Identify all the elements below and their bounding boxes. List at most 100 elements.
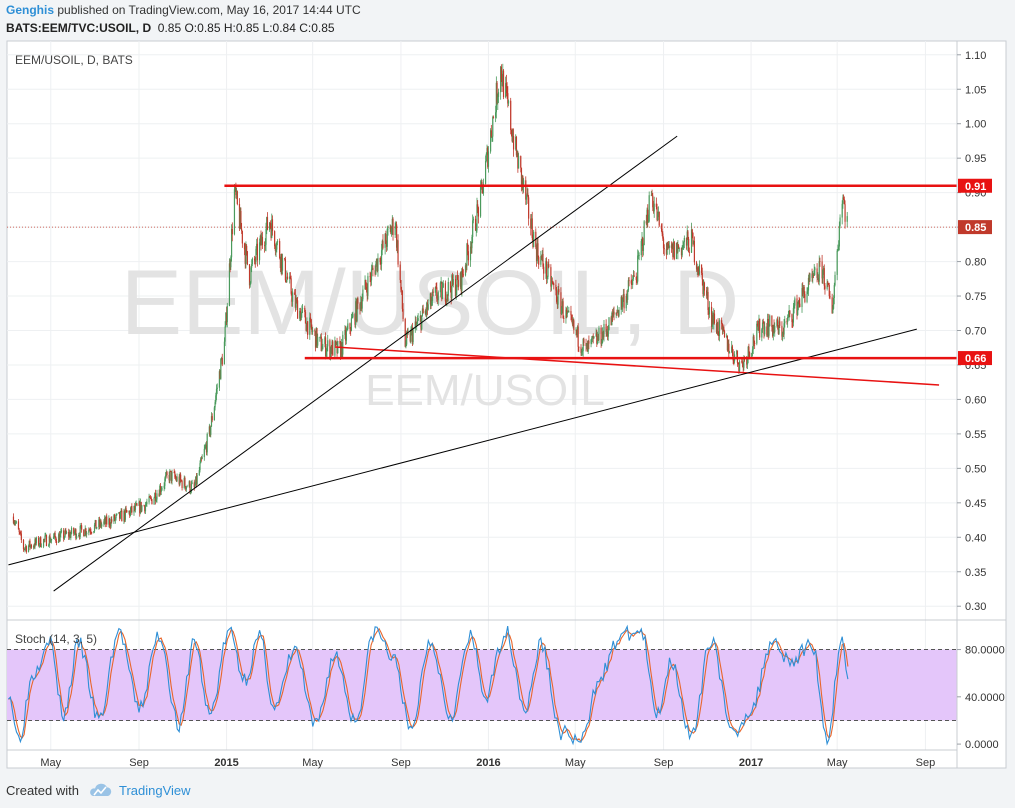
candle-body: [733, 360, 735, 362]
candle-body: [32, 546, 35, 548]
candle-body: [713, 313, 715, 324]
candle-body: [230, 257, 232, 268]
author-name[interactable]: Genghis: [6, 3, 55, 17]
candle-body: [91, 532, 93, 534]
candle-body: [541, 253, 543, 259]
candle-body: [728, 343, 730, 354]
candle-body: [738, 363, 740, 372]
candle-body: [316, 328, 318, 346]
candle-body: [573, 320, 575, 331]
candle-body: [153, 498, 155, 505]
candle-body: [364, 279, 366, 290]
candle-body: [118, 511, 120, 514]
candle-body: [309, 317, 311, 336]
candle-body: [63, 536, 66, 539]
candle-body: [280, 254, 282, 269]
candle-body: [713, 313, 716, 324]
candle-body: [521, 176, 523, 186]
candle-body: [290, 278, 292, 294]
candle-body: [15, 522, 17, 524]
candle-body: [777, 319, 779, 327]
candle-body: [632, 275, 634, 280]
candle-body: [341, 342, 343, 355]
candle-body: [159, 485, 162, 492]
candle-body: [296, 299, 298, 301]
candle-body: [792, 321, 794, 323]
candle-body: [405, 344, 407, 347]
candle-body: [827, 282, 829, 284]
candle-body: [586, 343, 588, 346]
candle-body: [346, 329, 348, 331]
candle-body: [542, 253, 544, 267]
candle-body: [683, 237, 685, 243]
black-trendline[interactable]: [8, 328, 917, 566]
candle-body: [59, 534, 61, 542]
candle-body: [168, 475, 170, 481]
candle-body: [125, 508, 127, 511]
candle-body: [355, 301, 358, 321]
candle-body: [73, 532, 76, 534]
candle-body: [510, 100, 512, 131]
candle-body: [761, 329, 763, 338]
time-axis[interactable]: May Sep 2015 May Sep 2016 May Sep 2017 May Sep: [40, 757, 935, 769]
red-trendline[interactable]: [334, 346, 940, 386]
candle-body: [798, 301, 800, 304]
candle-body: [781, 325, 783, 337]
candle-body: [55, 541, 58, 543]
black-trendline[interactable]: [53, 135, 678, 592]
candle-body: [264, 244, 266, 247]
candle-body: [357, 298, 359, 304]
candle-body: [510, 130, 513, 135]
candle-body: [170, 471, 172, 482]
candle-body: [582, 338, 584, 352]
candle-body: [702, 279, 704, 294]
candle-body: [481, 181, 483, 187]
candle-body: [821, 261, 823, 279]
candle-body: [65, 532, 68, 534]
candle-body: [291, 292, 294, 302]
candle-body: [140, 501, 142, 511]
candle-body: [439, 282, 441, 293]
candle-body: [37, 537, 40, 546]
candle-body: [269, 222, 271, 227]
candle-body: [114, 515, 116, 521]
level-label-bg: [958, 351, 992, 366]
candle-body: [269, 222, 271, 230]
candle-body: [171, 472, 173, 482]
candle-body: [275, 249, 277, 251]
candle-body: [698, 271, 700, 275]
candle-body: [776, 319, 778, 327]
candle-body: [827, 282, 830, 286]
candle-body: [411, 327, 414, 343]
candle-body: [178, 476, 180, 485]
candle-body: [204, 446, 206, 449]
candle-body: [732, 352, 734, 361]
published-text: published on TradingView.com, May 16, 20…: [57, 3, 361, 17]
candle-body: [623, 294, 625, 309]
candle-body: [495, 82, 497, 113]
candle-body: [260, 235, 262, 246]
drawing-lines[interactable]: [7, 135, 957, 592]
candle-body: [236, 191, 238, 205]
candle-body: [520, 167, 523, 186]
candle-body: [19, 532, 21, 533]
candle-body: [422, 308, 424, 314]
candle-body: [834, 274, 836, 286]
candle-body: [844, 204, 846, 222]
candle-body: [324, 337, 326, 344]
candle-body: [515, 136, 518, 156]
candle-body: [737, 362, 739, 364]
candle-body: [817, 277, 820, 282]
candle-body: [512, 136, 515, 150]
candle-body: [823, 268, 825, 286]
candle-body: [637, 255, 640, 257]
candle-body: [88, 529, 90, 533]
tradingview-brand[interactable]: TradingView: [118, 782, 191, 798]
candle-body: [427, 304, 429, 310]
candle-body: [289, 276, 292, 279]
candle-body: [347, 323, 349, 330]
candle-body: [587, 340, 589, 352]
candle-body: [753, 336, 755, 344]
candle-body: [235, 185, 237, 196]
